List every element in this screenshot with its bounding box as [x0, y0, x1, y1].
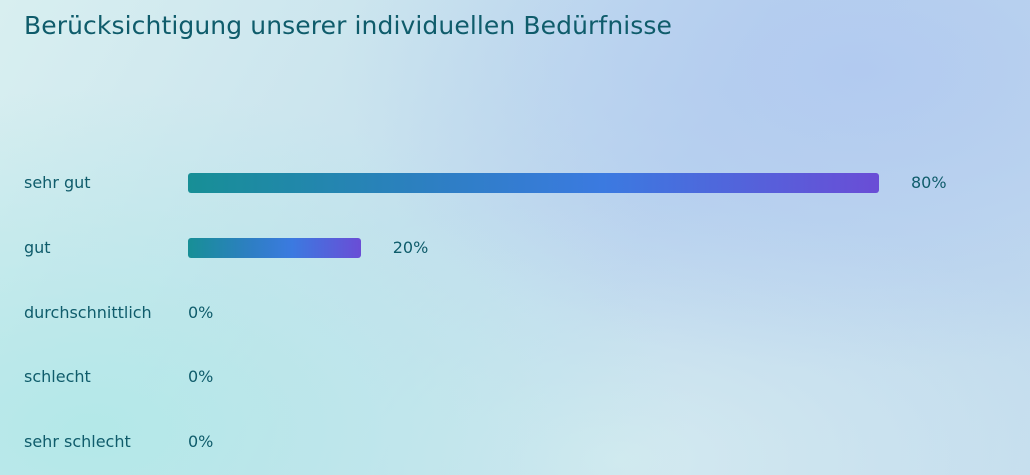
bar-row: sehr gut 80%	[0, 168, 1030, 198]
bar-row: durchschnittlich 0%	[0, 298, 1030, 328]
bar-row: gut 20%	[0, 233, 1030, 263]
chart-title: Berücksichtigung unserer individuellen B…	[24, 11, 673, 40]
value-label: 20%	[392, 237, 429, 257]
value-label: 80%	[911, 173, 947, 192]
value-label: 0%	[188, 432, 214, 451]
value-label: 0%	[188, 367, 214, 387]
bar	[188, 173, 879, 193]
category-label: schlecht	[24, 367, 91, 387]
category-label: gut	[24, 237, 51, 257]
category-label: sehr gut	[24, 173, 91, 192]
bar	[188, 237, 361, 258]
value-label: 0%	[188, 302, 214, 322]
category-label: sehr schlecht	[24, 432, 131, 451]
category-label: durchschnittlich	[24, 302, 152, 322]
bar-row: schlecht 0%	[0, 362, 1030, 392]
bar-row: sehr schlecht 0%	[0, 427, 1030, 457]
